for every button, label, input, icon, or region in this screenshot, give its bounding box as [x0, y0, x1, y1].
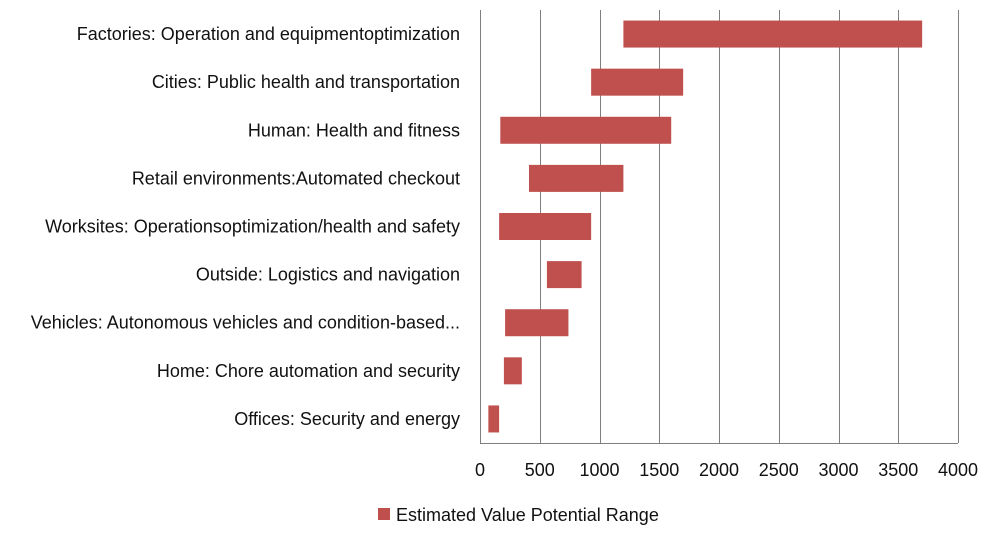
- x-tick-label: 500: [525, 460, 555, 480]
- x-tick-label: 2500: [759, 460, 799, 480]
- legend-swatch: [378, 508, 390, 520]
- legend-label: Estimated Value Potential Range: [396, 505, 659, 525]
- range-bar: [528, 164, 624, 192]
- category-label: Cities: Public health and transportation: [152, 72, 460, 92]
- category-label: Vehicles: Autonomous vehicles and condit…: [31, 313, 460, 333]
- category-labels: Factories: Operation and equipmentoptimi…: [31, 24, 460, 429]
- range-bar: [500, 116, 672, 144]
- category-label: Outside: Logistics and navigation: [196, 265, 460, 285]
- range-bar: [546, 261, 582, 289]
- x-tick-label: 4000: [938, 460, 978, 480]
- category-label: Factories: Operation and equipmentoptimi…: [77, 24, 460, 44]
- category-label: Human: Health and fitness: [248, 120, 460, 140]
- x-tick-label: 3500: [878, 460, 918, 480]
- range-bar: [505, 309, 569, 337]
- x-tick-label: 2000: [699, 460, 739, 480]
- x-axis-tick-labels: 0 500 1000 1500 2000 2500 3000 3500 4000: [475, 460, 978, 480]
- x-tick-label: 3000: [818, 460, 858, 480]
- range-bar: [503, 357, 522, 385]
- range-bar: [623, 20, 923, 48]
- legend: Estimated Value Potential Range: [378, 505, 659, 525]
- range-bar: [591, 68, 684, 96]
- x-tick-label: 1500: [639, 460, 679, 480]
- category-label: Worksites: Operationsoptimization/health…: [45, 217, 460, 237]
- category-label: Retail environments:Automated checkout: [132, 168, 460, 188]
- category-label: Offices: Security and energy: [234, 409, 460, 429]
- range-bar: [488, 405, 500, 433]
- bars: [488, 20, 923, 433]
- x-tick-label: 0: [475, 460, 485, 480]
- range-bar: [499, 213, 592, 240]
- category-label: Home: Chore automation and security: [157, 361, 460, 381]
- x-tick-label: 1000: [579, 460, 619, 480]
